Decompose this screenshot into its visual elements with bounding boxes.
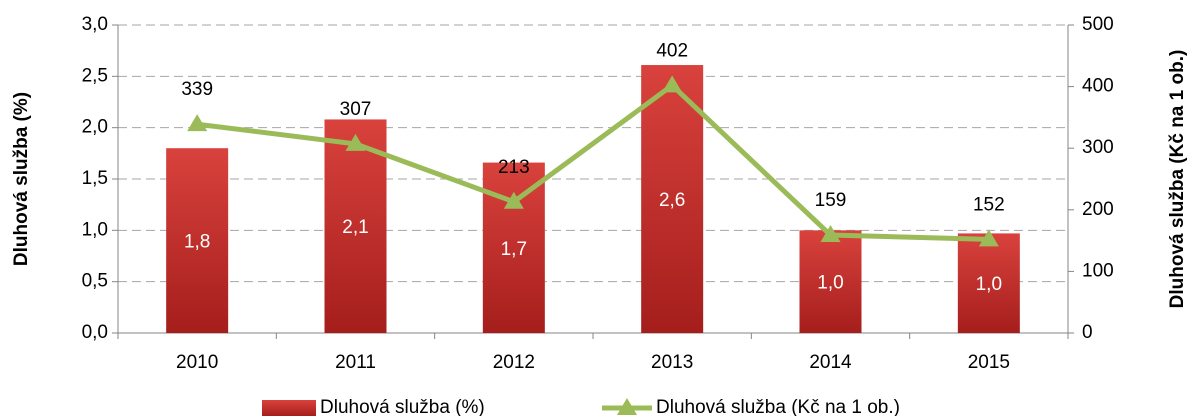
bar (324, 119, 387, 333)
x-tick-label: 2011 (335, 352, 376, 373)
line-value-label: 339 (181, 79, 213, 100)
y-tick-label: 2,0 (82, 117, 108, 138)
line-marker (978, 229, 999, 247)
bar (799, 230, 862, 333)
x-tick-label: 2010 (176, 352, 218, 373)
y2-tick-label: 200 (1082, 199, 1114, 220)
bar-value-label: 1,0 (976, 274, 1002, 295)
y-tick-label: 0,5 (82, 271, 108, 292)
line-marker (820, 225, 841, 243)
legend-swatch (262, 400, 316, 416)
bar-value-label: 2,1 (342, 217, 368, 238)
legend-swatch (617, 398, 637, 415)
y2-tick-label: 0 (1082, 322, 1093, 343)
y2-tick-label: 300 (1082, 137, 1114, 158)
bar (166, 148, 229, 333)
line-value-label: 213 (498, 157, 530, 178)
line-value-label: 152 (973, 194, 1005, 215)
y-axis-title: Dluhová služba (%) (11, 92, 32, 266)
line (196, 82, 989, 242)
line-value-label: 307 (340, 99, 372, 120)
y-tick-label: 0,0 (82, 322, 108, 343)
y2-tick-label: 400 (1082, 76, 1114, 97)
y2-tick-label: 500 (1082, 14, 1114, 35)
bar-value-label: 1,7 (501, 239, 527, 260)
line-marker (187, 114, 208, 132)
x-tick-label: 2014 (809, 352, 852, 373)
line-value-label: 159 (815, 190, 847, 211)
x-tick-label: 2012 (493, 352, 535, 373)
y2-axis-title: Dluhová služba (Kč na 1 ob.) (1167, 50, 1188, 309)
legend-label: Dluhová služba (Kč na 1 ob.) (656, 397, 900, 416)
y2-tick-label: 100 (1082, 260, 1114, 281)
y-tick-label: 2,5 (82, 65, 108, 86)
x-tick-label: 2015 (968, 352, 1010, 373)
y-tick-label: 1,5 (82, 168, 108, 189)
x-tick-label: 2013 (651, 352, 693, 373)
line-marker (503, 191, 524, 209)
bar (957, 233, 1020, 333)
line-marker (662, 75, 683, 93)
bar (641, 65, 704, 333)
bar-value-label: 1,0 (817, 273, 843, 294)
bar-value-label: 2,6 (659, 190, 685, 211)
y-tick-label: 3,0 (82, 14, 108, 35)
line-value-label: 402 (656, 40, 688, 61)
bar (482, 162, 545, 333)
legend-label: Dluhová služba (%) (320, 397, 485, 416)
y-tick-label: 1,0 (82, 219, 108, 240)
line-marker (345, 133, 366, 151)
bar-value-label: 1,8 (184, 232, 210, 253)
